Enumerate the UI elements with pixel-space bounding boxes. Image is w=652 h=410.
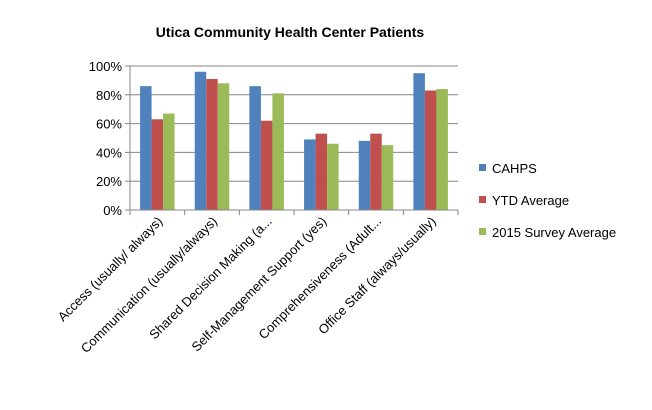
bar xyxy=(315,133,328,210)
category-label: Access (usually/ always) xyxy=(55,214,166,325)
legend-swatch xyxy=(479,196,486,203)
bar xyxy=(358,140,371,210)
legend-label: CAHPS xyxy=(492,161,537,176)
y-tick-label: 60% xyxy=(96,117,122,132)
bar xyxy=(217,83,230,210)
legend-label: 2015 Survey Average xyxy=(492,225,616,240)
y-tick-label: 0% xyxy=(103,203,122,218)
bar xyxy=(194,71,207,210)
bar xyxy=(304,139,316,210)
bar xyxy=(424,90,437,210)
bar xyxy=(249,86,261,210)
bar xyxy=(206,78,218,211)
bar xyxy=(260,120,273,210)
y-tick-label: 20% xyxy=(96,174,122,189)
y-tick-label: 40% xyxy=(96,145,122,160)
y-tick-label: 80% xyxy=(96,88,122,103)
bar xyxy=(327,143,339,210)
bar xyxy=(370,133,382,210)
category-label: Office Staff (always/usually) xyxy=(315,214,439,338)
legend: CAHPS YTD Average 2015 Survey Average xyxy=(479,161,616,240)
legend-swatch xyxy=(479,164,486,171)
bar xyxy=(413,73,425,210)
legend-label: YTD Average xyxy=(492,193,569,208)
chart-title: Utica Community Health Center Patients xyxy=(156,24,425,40)
gridlines xyxy=(130,65,458,211)
bar xyxy=(436,89,448,210)
bar xyxy=(272,93,284,210)
bar xyxy=(151,119,164,210)
legend-swatch xyxy=(479,228,486,235)
y-tick-label: 100% xyxy=(89,59,123,74)
bar xyxy=(163,113,175,210)
bar xyxy=(381,145,394,210)
bars xyxy=(140,71,448,211)
bar xyxy=(140,86,152,210)
